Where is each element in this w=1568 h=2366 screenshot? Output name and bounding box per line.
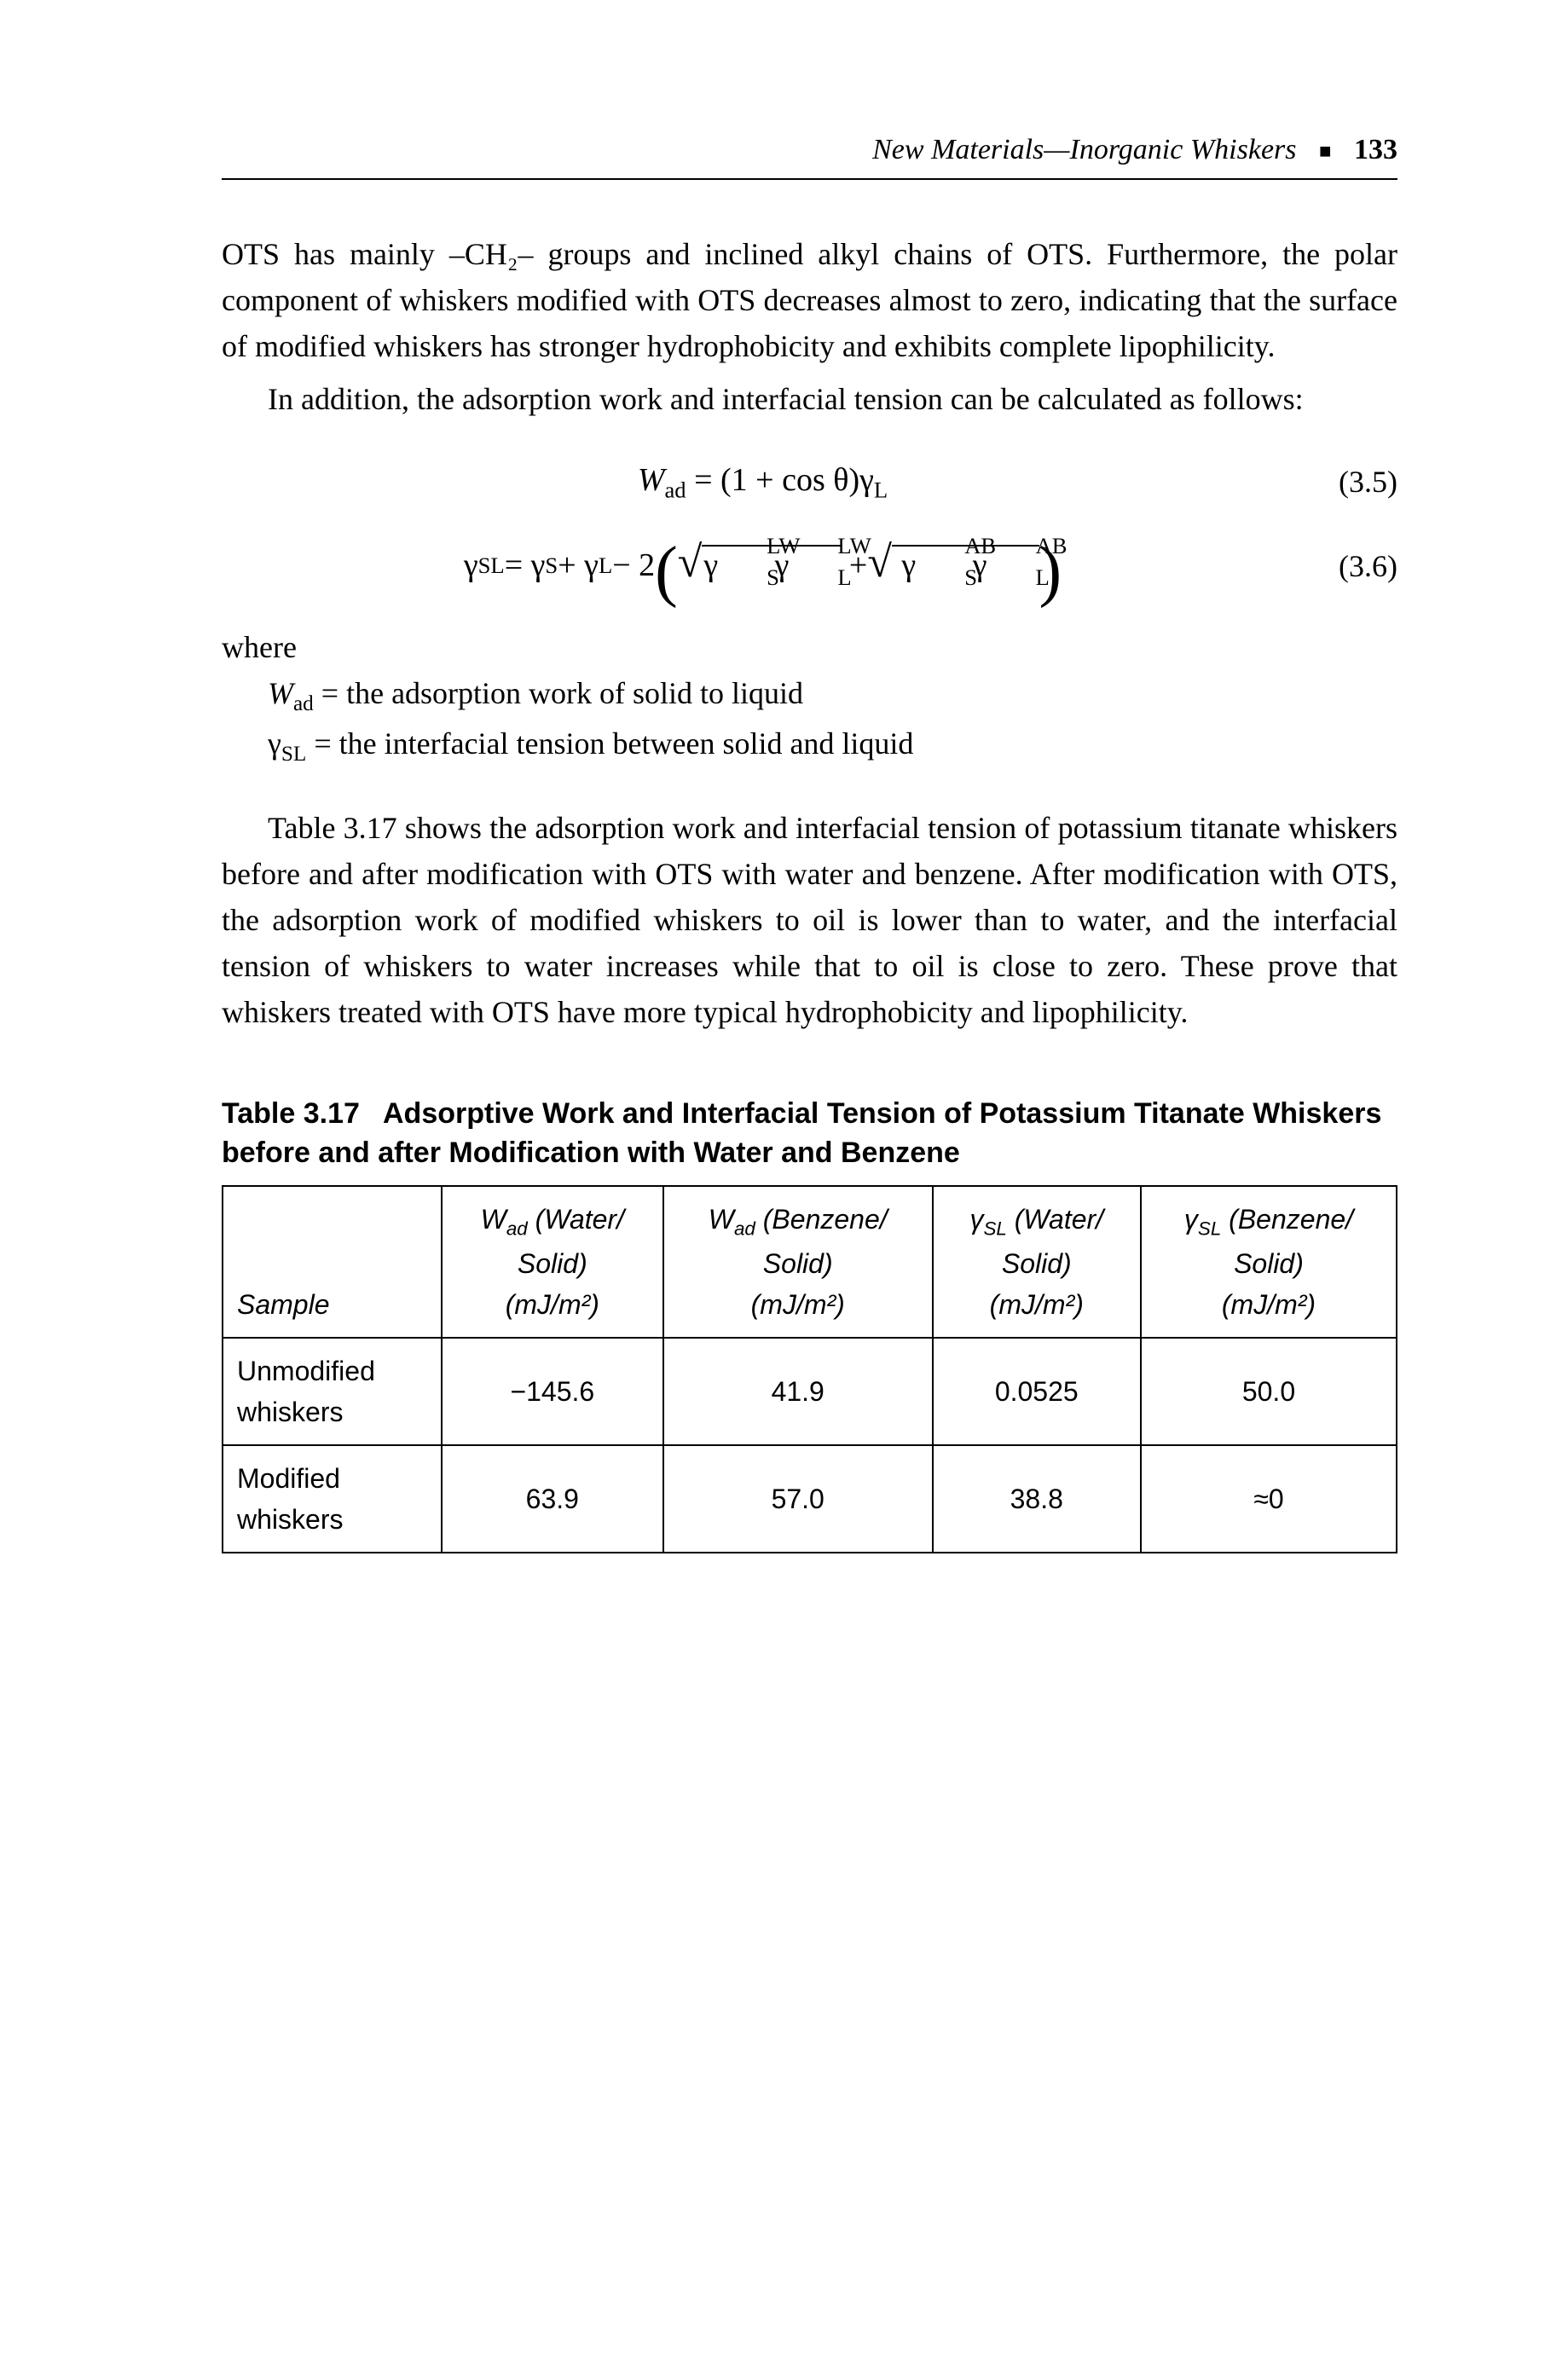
where-label: where xyxy=(222,624,1397,670)
cell-sample-0: Unmodified whiskers xyxy=(223,1338,442,1445)
page-number: 133 xyxy=(1354,134,1397,165)
equation-3-5-number: (3.5) xyxy=(1304,459,1397,505)
cell-0-3: 0.0525 xyxy=(933,1338,1141,1445)
cell-1-2: 57.0 xyxy=(663,1445,933,1553)
equation-3-6: γSL = γS + γL − 2 ( √ γLWS γLWL + √ γABS… xyxy=(222,541,1397,590)
where-2-def: = the interfacial tension between solid … xyxy=(306,726,913,761)
equation-3-5-body: Wad = (1 + cos θ)γL xyxy=(222,456,1304,507)
cell-1-3: 38.8 xyxy=(933,1445,1141,1553)
cell-sample-1: Modified whiskers xyxy=(223,1445,442,1553)
col-gamma-water: γSL (Water/ Solid) (mJ/m²) xyxy=(933,1186,1141,1338)
page-header: New Materials—Inorganic Whiskers ■ 133 xyxy=(222,128,1397,180)
where-line-2: γSL = the interfacial tension between so… xyxy=(222,720,1397,771)
data-table: Sample Wad (Water/ Solid) (mJ/m²) Wad (B… xyxy=(222,1185,1397,1553)
col-gamma-benzene: γSL (Benzene/ Solid) (mJ/m²) xyxy=(1141,1186,1397,1338)
where-block: where Wad = the adsorption work of solid… xyxy=(222,624,1397,771)
paragraph-2: In addition, the adsorption work and int… xyxy=(222,376,1397,422)
equation-3-6-number: (3.6) xyxy=(1304,543,1397,589)
header-square-icon: ■ xyxy=(1319,136,1332,167)
table-caption-prefix: Table 3.17 xyxy=(222,1097,360,1130)
table-row: Modified whiskers 63.9 57.0 38.8 ≈0 xyxy=(223,1445,1397,1553)
equation-3-6-body: γSL = γS + γL − 2 ( √ γLWS γLWL + √ γABS… xyxy=(222,541,1304,590)
col-wad-water: Wad (Water/ Solid) (mJ/m²) xyxy=(442,1186,663,1338)
chapter-title: New Materials—Inorganic Whiskers xyxy=(872,134,1296,165)
where-line-1: Wad = the adsorption work of solid to li… xyxy=(222,670,1397,720)
cell-0-4: 50.0 xyxy=(1141,1338,1397,1445)
table-caption: Table 3.17 Adsorptive Work and Interfaci… xyxy=(222,1095,1397,1173)
table-caption-rest: Adsorptive Work and Interfacial Tension … xyxy=(222,1097,1381,1169)
col-wad-benzene: Wad (Benzene/ Solid) (mJ/m²) xyxy=(663,1186,933,1338)
where-1-def: = the adsorption work of solid to liquid xyxy=(314,676,803,710)
paragraph-1: OTS has mainly –CH₂– groups and inclined… xyxy=(222,231,1397,369)
table-row: Unmodified whiskers −145.6 41.9 0.0525 5… xyxy=(223,1338,1397,1445)
cell-0-2: 41.9 xyxy=(663,1338,933,1445)
cell-0-1: −145.6 xyxy=(442,1338,663,1445)
cell-1-4: ≈0 xyxy=(1141,1445,1397,1553)
paragraph-3: Table 3.17 shows the adsorption work and… xyxy=(222,805,1397,1035)
equation-3-5: Wad = (1 + cos θ)γL (3.5) xyxy=(222,456,1397,507)
cell-1-1: 63.9 xyxy=(442,1445,663,1553)
col-sample: Sample xyxy=(223,1186,442,1338)
table-header-row: Sample Wad (Water/ Solid) (mJ/m²) Wad (B… xyxy=(223,1186,1397,1338)
